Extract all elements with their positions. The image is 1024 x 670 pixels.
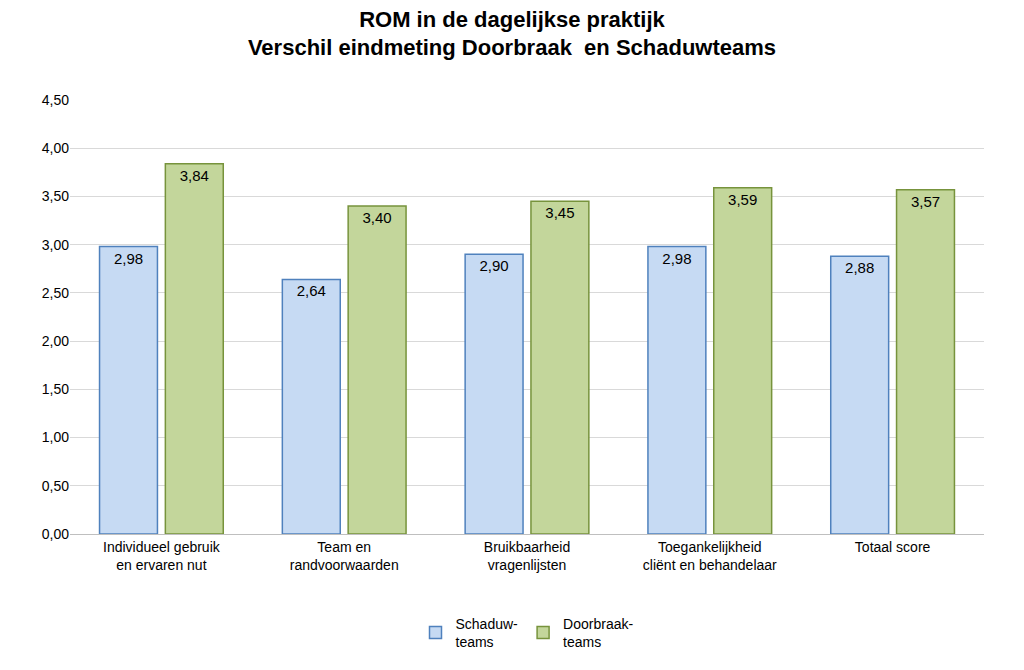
svg-text:2,00: 2,00 [42, 333, 69, 349]
svg-text:1,00: 1,00 [42, 429, 69, 445]
svg-text:0,00: 0,00 [42, 526, 69, 542]
svg-text:3,59: 3,59 [728, 191, 757, 208]
svg-text:Totaal score: Totaal score [855, 539, 931, 555]
svg-text:Toegankelijkheidcliënt en beha: Toegankelijkheidcliënt en behandelaar [643, 539, 777, 573]
svg-text:3,00: 3,00 [42, 237, 69, 253]
svg-text:Schaduw-teams: Schaduw-teams [456, 616, 519, 650]
svg-text:1,50: 1,50 [42, 381, 69, 397]
svg-text:Bruikbaarheidvragenlijsten: Bruikbaarheidvragenlijsten [484, 539, 570, 573]
svg-text:0,50: 0,50 [42, 478, 69, 494]
svg-text:2,98: 2,98 [114, 250, 143, 267]
svg-text:Doorbraak-teams: Doorbraak-teams [563, 616, 633, 650]
svg-text:4,50: 4,50 [42, 92, 69, 108]
svg-text:2,98: 2,98 [662, 250, 691, 267]
svg-text:ROM in de dagelijkse praktijkV: ROM in de dagelijkse praktijkVerschil ei… [248, 7, 776, 61]
svg-text:2,64: 2,64 [297, 282, 326, 299]
svg-text:3,84: 3,84 [180, 167, 209, 184]
svg-text:Team enrandvoorwaarden: Team enrandvoorwaarden [290, 539, 399, 573]
svg-text:3,57: 3,57 [911, 193, 940, 210]
svg-text:Individueel gebruiken ervaren: Individueel gebruiken ervaren nut [103, 539, 221, 573]
svg-text:3,50: 3,50 [42, 188, 69, 204]
svg-text:3,40: 3,40 [363, 209, 392, 226]
svg-text:2,90: 2,90 [479, 257, 508, 274]
svg-text:2,88: 2,88 [845, 259, 874, 276]
svg-text:3,45: 3,45 [545, 204, 574, 221]
svg-text:4,00: 4,00 [42, 140, 69, 156]
svg-text:2,50: 2,50 [42, 285, 69, 301]
